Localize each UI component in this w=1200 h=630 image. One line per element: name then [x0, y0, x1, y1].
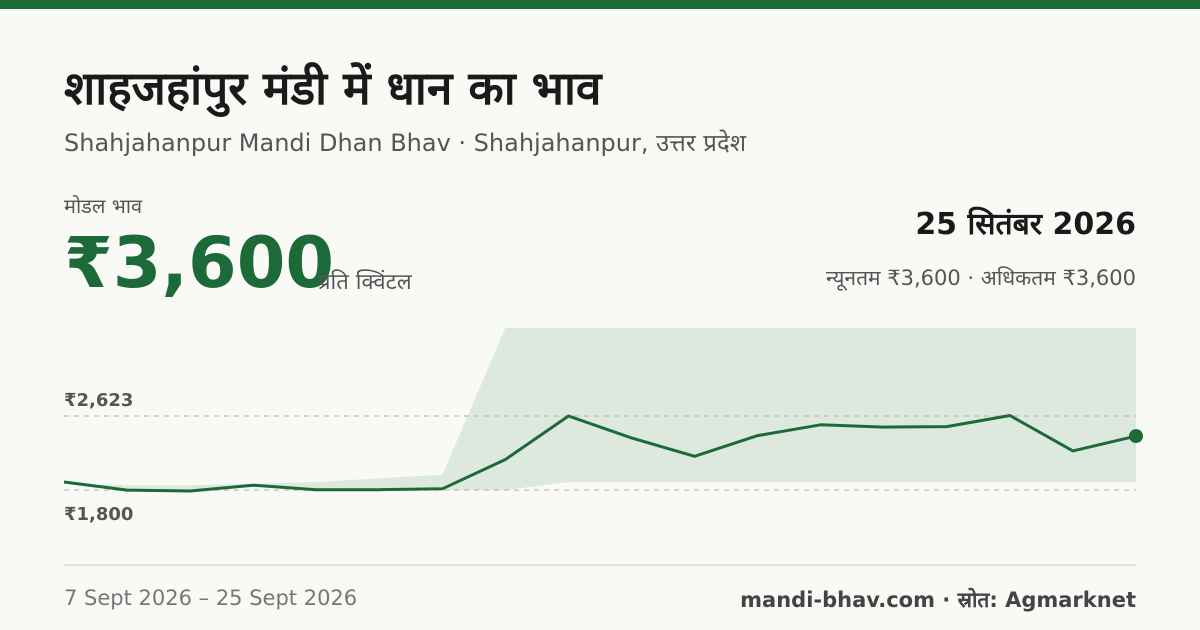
price-unit: प्रति क्विंटल [318, 270, 412, 295]
modal-price-label: मोडल भाव [64, 194, 143, 218]
y-tick-label: ₹2,623 [64, 390, 133, 411]
series-line [63, 414, 1137, 493]
price-date: 25 सितंबर 2026 [915, 207, 1136, 242]
top-accent-bar [0, 0, 1200, 9]
modal-price-value: ₹3,600 [64, 222, 335, 304]
page-subtitle: Shahjahanpur Mandi Dhan Bhav · Shahjahan… [64, 129, 747, 157]
date-range: 7 Sept 2026 – 25 Sept 2026 [64, 586, 358, 610]
min-max-band [64, 328, 1136, 491]
y-tick-label: ₹1,800 [64, 504, 133, 525]
page-title: शाहजहांपुर मंडी में धान का भाव [64, 61, 602, 115]
min-max-price: न्यूनतम ₹3,600 · अधिकतम ₹3,600 [826, 266, 1136, 290]
source-credit: mandi-bhav.com · स्रोत: Agmarknet [740, 588, 1136, 612]
latest-point [1129, 429, 1143, 444]
